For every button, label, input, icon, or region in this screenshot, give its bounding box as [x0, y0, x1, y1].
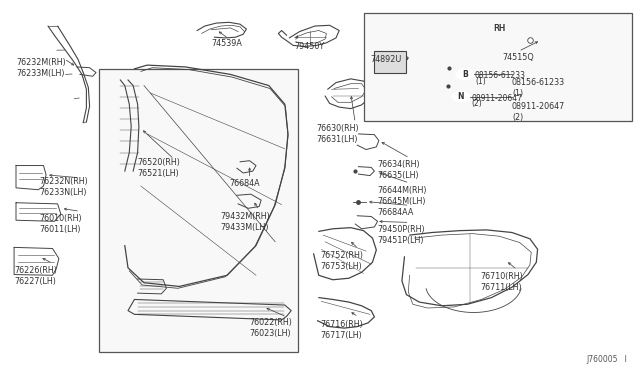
Text: 76010(RH)
76011(LH): 76010(RH) 76011(LH) [40, 214, 83, 234]
Text: 74515Q: 74515Q [502, 53, 534, 62]
Text: B: B [462, 70, 467, 79]
Text: 08156-61233: 08156-61233 [475, 71, 526, 80]
Text: 76752(RH)
76753(LH): 76752(RH) 76753(LH) [320, 251, 363, 271]
Text: 76684AA: 76684AA [378, 208, 414, 217]
Text: J760005   I: J760005 I [586, 355, 627, 364]
Text: (2): (2) [471, 99, 482, 108]
Text: 79450Y: 79450Y [294, 42, 324, 51]
Text: 76232M(RH)
76233M(LH): 76232M(RH) 76233M(LH) [16, 58, 66, 78]
Text: 08156-61233
(1): 08156-61233 (1) [512, 78, 565, 98]
Text: 76232N(RH)
76233N(LH): 76232N(RH) 76233N(LH) [40, 177, 88, 197]
Text: 76710(RH)
76711(LH): 76710(RH) 76711(LH) [480, 272, 523, 292]
Text: 74539A: 74539A [211, 39, 242, 48]
Text: N: N [458, 92, 464, 101]
Text: 79450P(RH)
79451P(LH): 79450P(RH) 79451P(LH) [378, 225, 425, 245]
Text: 76716(RH)
76717(LH): 76716(RH) 76717(LH) [320, 320, 363, 340]
Bar [99, 69, 298, 352]
Text: RH: RH [493, 24, 505, 33]
Text: 76684A: 76684A [229, 179, 260, 187]
Text: 74892U: 74892U [370, 55, 401, 64]
Text: 79432M(RH)
79433M(LH): 79432M(RH) 79433M(LH) [221, 212, 271, 232]
Circle shape [456, 69, 474, 80]
Text: 76634(RH)
76635(LH): 76634(RH) 76635(LH) [378, 160, 420, 180]
Text: 76644M(RH)
76645M(LH): 76644M(RH) 76645M(LH) [378, 186, 427, 206]
Text: 76226(RH)
76227(LH): 76226(RH) 76227(LH) [14, 266, 57, 286]
Circle shape [452, 92, 470, 102]
Text: 08911-20647
(2): 08911-20647 (2) [512, 102, 565, 122]
Bar [364, 13, 632, 121]
Text: RH: RH [493, 24, 505, 33]
Text: (1): (1) [475, 77, 486, 86]
Bar [374, 51, 406, 73]
Text: 76520(RH)
76521(LH): 76520(RH) 76521(LH) [138, 158, 180, 178]
Text: 76630(RH)
76631(LH): 76630(RH) 76631(LH) [317, 124, 360, 144]
Text: 08911-20647: 08911-20647 [471, 94, 522, 103]
Text: 76022(RH)
76023(LH): 76022(RH) 76023(LH) [250, 318, 292, 338]
